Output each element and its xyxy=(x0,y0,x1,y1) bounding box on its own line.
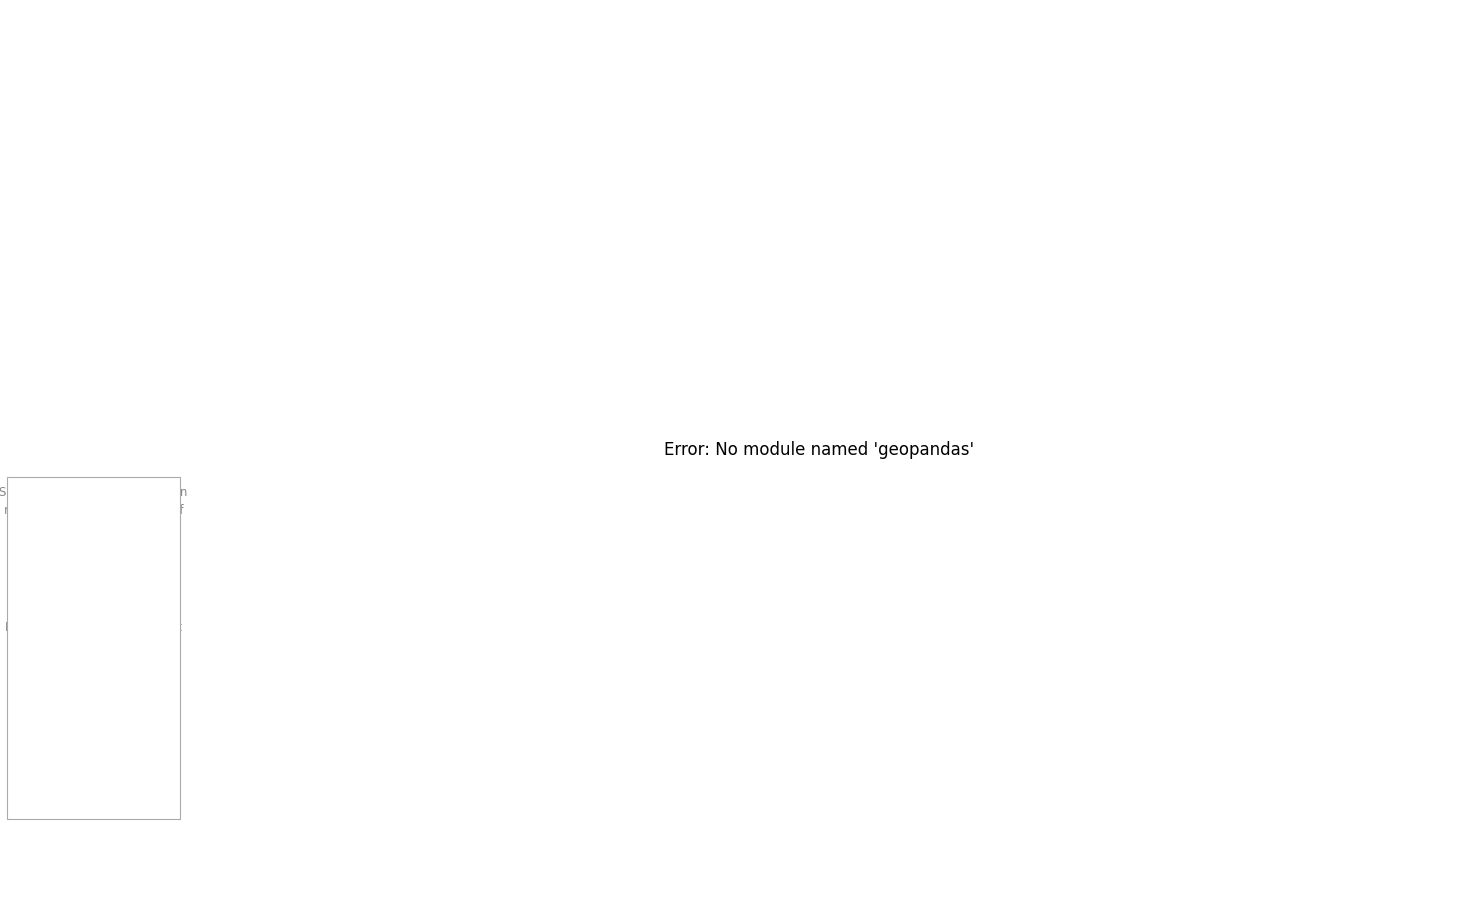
Text: Note: Gray – no data, NBP not
analyzed; Blue – NBP with a
gender reference; Gree: Note: Gray – no data, NBP not analyzed; … xyxy=(4,621,183,688)
Text: Source: Broadband Commission
research, based on analysis of
109 Plans.: Source: Broadband Commission research, b… xyxy=(0,486,187,535)
Text: Error: No module named 'geopandas': Error: No module named 'geopandas' xyxy=(664,441,974,459)
